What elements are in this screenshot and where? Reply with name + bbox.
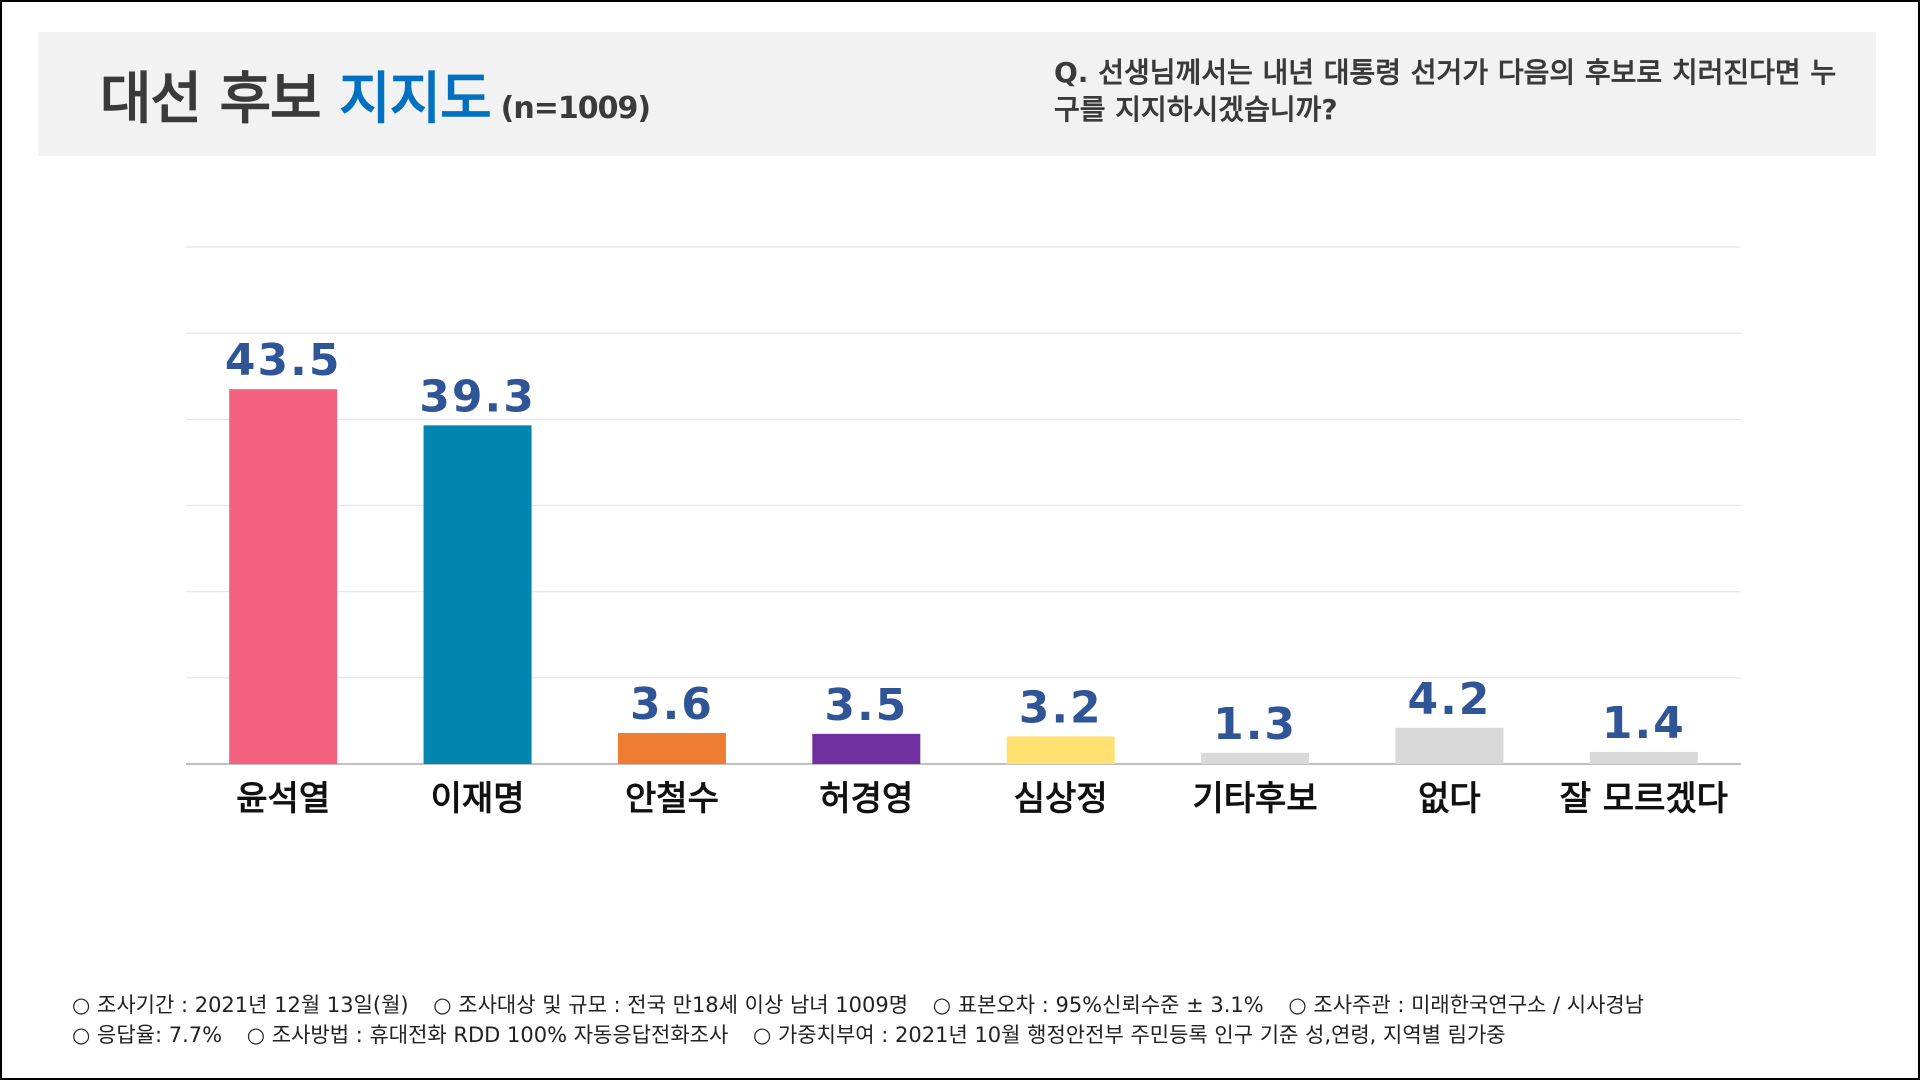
- category-label: 이재명: [431, 779, 525, 819]
- bar: [229, 389, 338, 764]
- data-label: 1.3: [1213, 699, 1297, 750]
- data-label: 3.2: [1019, 682, 1103, 733]
- bar: [617, 732, 726, 764]
- bar: [1201, 752, 1310, 764]
- footnote: ○ 조사기간 : 2021년 12월 13일(월): [72, 993, 409, 1017]
- footnote: ○ 표본오차 : 95%신뢰수준 ± 3.1%: [932, 993, 1264, 1017]
- page-title: 대선 후보 지지도 (n=1009): [100, 54, 651, 135]
- survey-question: Q. 선생님께서는 내년 대통령 선거가 다음의 후보로 치러진다면 누구를 지…: [1054, 56, 1837, 126]
- category-label: 윤석열: [236, 779, 330, 819]
- footnote: ○ 조사방법 : 휴대전화 RDD 100% 자동응답전화조사: [246, 1023, 729, 1047]
- bar: [423, 425, 532, 764]
- category-label: 안철수: [625, 779, 719, 819]
- footnote: ○ 조사주관 : 미래한국연구소 / 시사경남: [1288, 993, 1645, 1017]
- footnote-line-2: ○ 응답율: 7.7% ○ 조사방법 : 휴대전화 RDD 100% 자동응답전…: [72, 1020, 1662, 1050]
- data-label: 43.5: [225, 335, 342, 386]
- footnote: ○ 가중치부여 : 2021년 10월 행정안전부 주민등록 인구 기준 성,연…: [752, 1023, 1506, 1047]
- data-label: 4.2: [1407, 674, 1491, 725]
- category-label: 심상정: [1014, 779, 1108, 819]
- survey-footnotes: ○ 조사기간 : 2021년 12월 13일(월) ○ 조사대상 및 규모 : …: [72, 990, 1662, 1050]
- footnote-line-1: ○ 조사기간 : 2021년 12월 13일(월) ○ 조사대상 및 규모 : …: [72, 990, 1662, 1020]
- header-banner: 대선 후보 지지도 (n=1009) Q. 선생님께서는 내년 대통령 선거가 다…: [38, 32, 1876, 156]
- data-label: 39.3: [419, 371, 536, 422]
- bar: [1395, 727, 1504, 764]
- category-label: 잘 모르겠다: [1560, 779, 1728, 819]
- data-label: 3.5: [824, 680, 908, 731]
- bar: [1589, 751, 1698, 764]
- category-label: 허경영: [819, 779, 913, 819]
- title-main: 대선 후보: [100, 67, 322, 132]
- sample-size: (n=1009): [500, 91, 651, 126]
- data-label: 1.4: [1602, 698, 1686, 749]
- title-highlight: 지지도: [339, 67, 492, 132]
- category-label: 없다: [1418, 779, 1481, 819]
- footnote: ○ 응답율: 7.7%: [72, 1023, 223, 1047]
- category-label: 기타후보: [1193, 779, 1318, 819]
- bar: [812, 733, 921, 764]
- footnote: ○ 조사대상 및 규모 : 전국 만18세 이상 남녀 1009명: [433, 993, 909, 1017]
- data-label: 3.6: [630, 679, 714, 730]
- bar: [1006, 736, 1115, 764]
